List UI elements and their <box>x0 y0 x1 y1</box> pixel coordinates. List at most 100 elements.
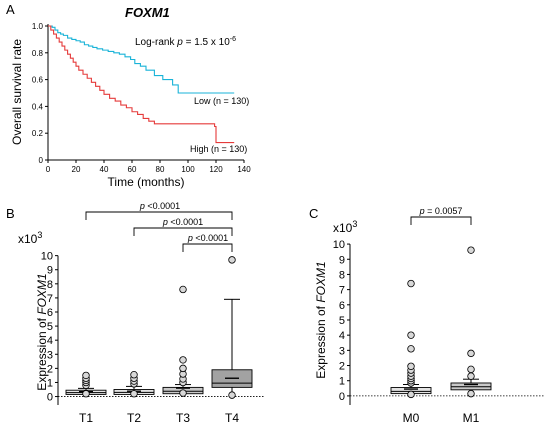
stage-boxplot-outlier <box>130 390 138 398</box>
survival-y-tick-label: 0.6 <box>32 76 44 85</box>
stage-boxplot-comparison-value: <0.0001 <box>168 217 203 227</box>
metastasis-boxplot-comparison-value: = 0.0057 <box>425 206 463 216</box>
metastasis-boxplot-outlier <box>467 389 475 398</box>
stage-boxplot-outlier <box>228 391 236 399</box>
survival-x-tick-label: 40 <box>100 165 109 174</box>
logrank-annotation: Log-rank p = 1.5 x 10-6 <box>135 36 236 48</box>
stage-boxplot-comparison-value: <0.0001 <box>193 233 228 243</box>
stage-boxplot-comparison-bracket <box>133 227 233 236</box>
survival-x-tick-label: 0 <box>46 165 51 174</box>
stage-boxplot-category-label: T2 <box>127 411 141 425</box>
metastasis-boxplot-y-tick-label: 8 <box>339 269 345 281</box>
expr-ylabel-c-gene: FOXM1 <box>314 261 328 302</box>
metastasis-boxplot-y-tick-label: 2 <box>339 361 345 373</box>
stage-boxplot-y-tick-label: 2 <box>47 363 53 375</box>
metastasis-boxplot-outlier <box>467 372 475 380</box>
metastasis-boxplot-outlier <box>467 246 475 254</box>
survival-xlabel: Time (months) <box>108 175 185 189</box>
metastasis-boxplot-y-tick-label: 4 <box>339 330 345 342</box>
stage-boxplot-category-label: T4 <box>225 411 239 425</box>
expr-unit-c-exp: 3 <box>352 219 357 229</box>
expr-ylabel-c-prefix: Expression of <box>314 303 328 379</box>
survival-x-tick-label: 80 <box>156 165 165 174</box>
stage-boxplot-y-tick-label: 7 <box>47 293 53 305</box>
stage-boxplot-outlier <box>130 371 138 379</box>
stage-boxplot-comparison-value: <0.0001 <box>145 201 180 211</box>
survival-y-tick-label: 0.2 <box>32 129 44 138</box>
metastasis-boxplot-y-tick-label: 6 <box>339 300 345 312</box>
metastasis-boxplot-comparison-label: p = 0.0057 <box>419 206 463 216</box>
stage-boxplot-category-label: T1 <box>79 411 93 425</box>
survival-title: FOXM1 <box>125 5 170 20</box>
stage-boxplot-comparison-p: p <box>187 233 193 243</box>
stage-boxplot-outlier <box>179 285 187 294</box>
expr-unit-b-exp: 3 <box>37 230 42 240</box>
legend-high: High (n = 130) <box>190 144 247 154</box>
metastasis-boxplot-y-tick-label: 5 <box>339 315 345 327</box>
logrank-value: = 1.5 x 10 <box>183 37 230 48</box>
survival-ylabel: Overall survival rate <box>10 39 24 145</box>
survival-y-tick-label: 0.4 <box>32 102 44 111</box>
metastasis-boxplot-y-tick-label: 9 <box>339 254 345 266</box>
expr-unit-b: x103 <box>18 230 42 246</box>
survival-y-tick-label: 1.0 <box>32 22 44 31</box>
metastasis-boxplot-category-label: M1 <box>463 411 480 425</box>
stage-boxplot-y-tick-label: 5 <box>47 321 53 333</box>
metastasis-boxplot-outlier <box>407 331 415 339</box>
panel-c-label: C <box>309 206 318 221</box>
stage-boxplot-y-tick-label: 0 <box>47 392 53 404</box>
metastasis-boxplot-outlier <box>407 390 415 399</box>
metastasis-boxplot-outlier <box>407 362 415 370</box>
expr-unit-b-base: x10 <box>18 232 38 246</box>
expr-ylabel-b: Expression of FOXM1 <box>35 273 49 390</box>
metastasis-boxplot-comparison-bracket <box>410 216 472 225</box>
stage-boxplot-y-tick-label: 1 <box>47 377 53 389</box>
metastasis-boxplot-outlier <box>467 349 475 358</box>
expr-ylabel-b-gene: FOXM1 <box>35 273 49 314</box>
expr-ylabel-b-prefix: Expression of <box>35 315 49 391</box>
stage-boxplot-outlier <box>179 389 187 397</box>
survival-curve-low <box>48 25 235 94</box>
stage-boxplot-outlier <box>179 364 187 373</box>
stage-boxplot-outlier <box>228 256 236 264</box>
survival-y-tick-label: 0.8 <box>32 49 44 58</box>
stage-boxplot-category-label: T3 <box>176 411 190 425</box>
metastasis-boxplot-outlier <box>467 365 475 374</box>
survival-x-tick-label: 100 <box>181 165 195 174</box>
stage-boxplot-y-tick-label: 9 <box>47 265 53 277</box>
stage-boxplot-comparison-bracket <box>85 211 233 220</box>
panel-b-label: B <box>6 206 15 221</box>
logrank-prefix: Log-rank <box>135 37 177 48</box>
stage-boxplot-comparison-label: p <0.0001 <box>162 217 203 227</box>
stage-boxplot-comparison-p: p <box>162 217 168 227</box>
metastasis-boxplot-outlier <box>407 345 415 353</box>
survival-x-tick-label: 120 <box>209 165 223 174</box>
survival-curve-high <box>48 25 235 144</box>
expr-unit-c: x103 <box>333 219 357 235</box>
stage-boxplot-comparison-label: p <0.0001 <box>187 233 228 243</box>
metastasis-boxplot-y-tick-label: 7 <box>339 285 345 297</box>
metastasis-boxplot-y-tick-label: 3 <box>339 345 345 357</box>
stage-boxplot-y-tick-label: 10 <box>41 251 53 263</box>
stage-boxplot-outlier <box>82 390 90 398</box>
stage-boxplot-y-tick-label: 4 <box>47 335 53 347</box>
metastasis-boxplot-y-tick-label: 10 <box>333 239 345 251</box>
stage-boxplot-outlier <box>179 356 187 364</box>
metastasis-boxplot-category-label: M0 <box>403 411 420 425</box>
survival-x-tick-label: 140 <box>237 165 251 174</box>
legend-low: Low (n = 130) <box>194 96 249 106</box>
stage-boxplot-comparison-p: p <box>139 201 145 211</box>
stage-boxplot-y-tick-label: 6 <box>47 307 53 319</box>
survival-x-tick-label: 20 <box>72 165 81 174</box>
panel-a-label: A <box>6 2 15 17</box>
logrank-p: p <box>176 37 183 48</box>
metastasis-boxplot-comparison-p: p <box>419 206 425 216</box>
expr-unit-c-base: x10 <box>333 221 353 235</box>
logrank-exp: -6 <box>230 36 236 43</box>
metastasis-boxplot-y-tick-label: 1 <box>339 376 345 388</box>
stage-boxplot-y-tick-label: 8 <box>47 279 53 291</box>
metastasis-boxplot-outlier <box>407 279 415 288</box>
metastasis-boxplot-y-tick-label: 0 <box>339 391 345 403</box>
stage-boxplot-comparison-bracket <box>182 243 233 252</box>
